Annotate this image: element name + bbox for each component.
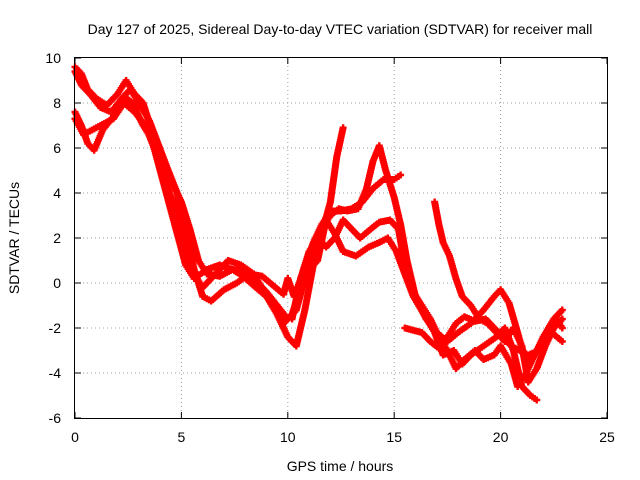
data-point <box>533 396 541 404</box>
y-tick-label: 0 <box>53 275 61 291</box>
y-tick-label: -6 <box>49 410 62 426</box>
x-tick-label: 25 <box>599 429 615 445</box>
chart-title: Day 127 of 2025, Sidereal Day-to-day VTE… <box>88 21 593 37</box>
data-point <box>558 306 566 314</box>
y-tick-label: 6 <box>53 140 61 156</box>
y-tick-label: -2 <box>49 320 62 336</box>
data-point <box>339 124 347 132</box>
chart-marks <box>71 63 566 404</box>
series-day-2 <box>71 92 347 350</box>
x-tick-label: 5 <box>178 429 186 445</box>
y-tick-label: 10 <box>45 50 61 66</box>
y-tick-label: 2 <box>53 230 61 246</box>
series-day-7 <box>431 198 566 386</box>
data-point <box>558 315 566 323</box>
x-tick-label: 10 <box>280 429 296 445</box>
plot-frame <box>74 57 608 419</box>
y-axis-label: SDTVAR / TECUs <box>6 182 22 294</box>
y-tick-label: 4 <box>53 185 61 201</box>
x-tick-label: 0 <box>71 429 79 445</box>
x-axis-label: GPS time / hours <box>287 458 394 474</box>
x-tick-label: 20 <box>493 429 509 445</box>
chart-tick-labels: 0 5 10 15 20 25 -6 -4 -2 0 2 4 6 8 10 <box>45 50 615 445</box>
data-point <box>558 338 566 345</box>
series-day-5 <box>288 216 566 390</box>
y-tick-label: 8 <box>53 95 61 111</box>
x-tick-label: 15 <box>386 429 402 445</box>
data-point <box>558 324 566 332</box>
data-point <box>397 171 405 179</box>
y-tick-label: -4 <box>49 365 62 381</box>
